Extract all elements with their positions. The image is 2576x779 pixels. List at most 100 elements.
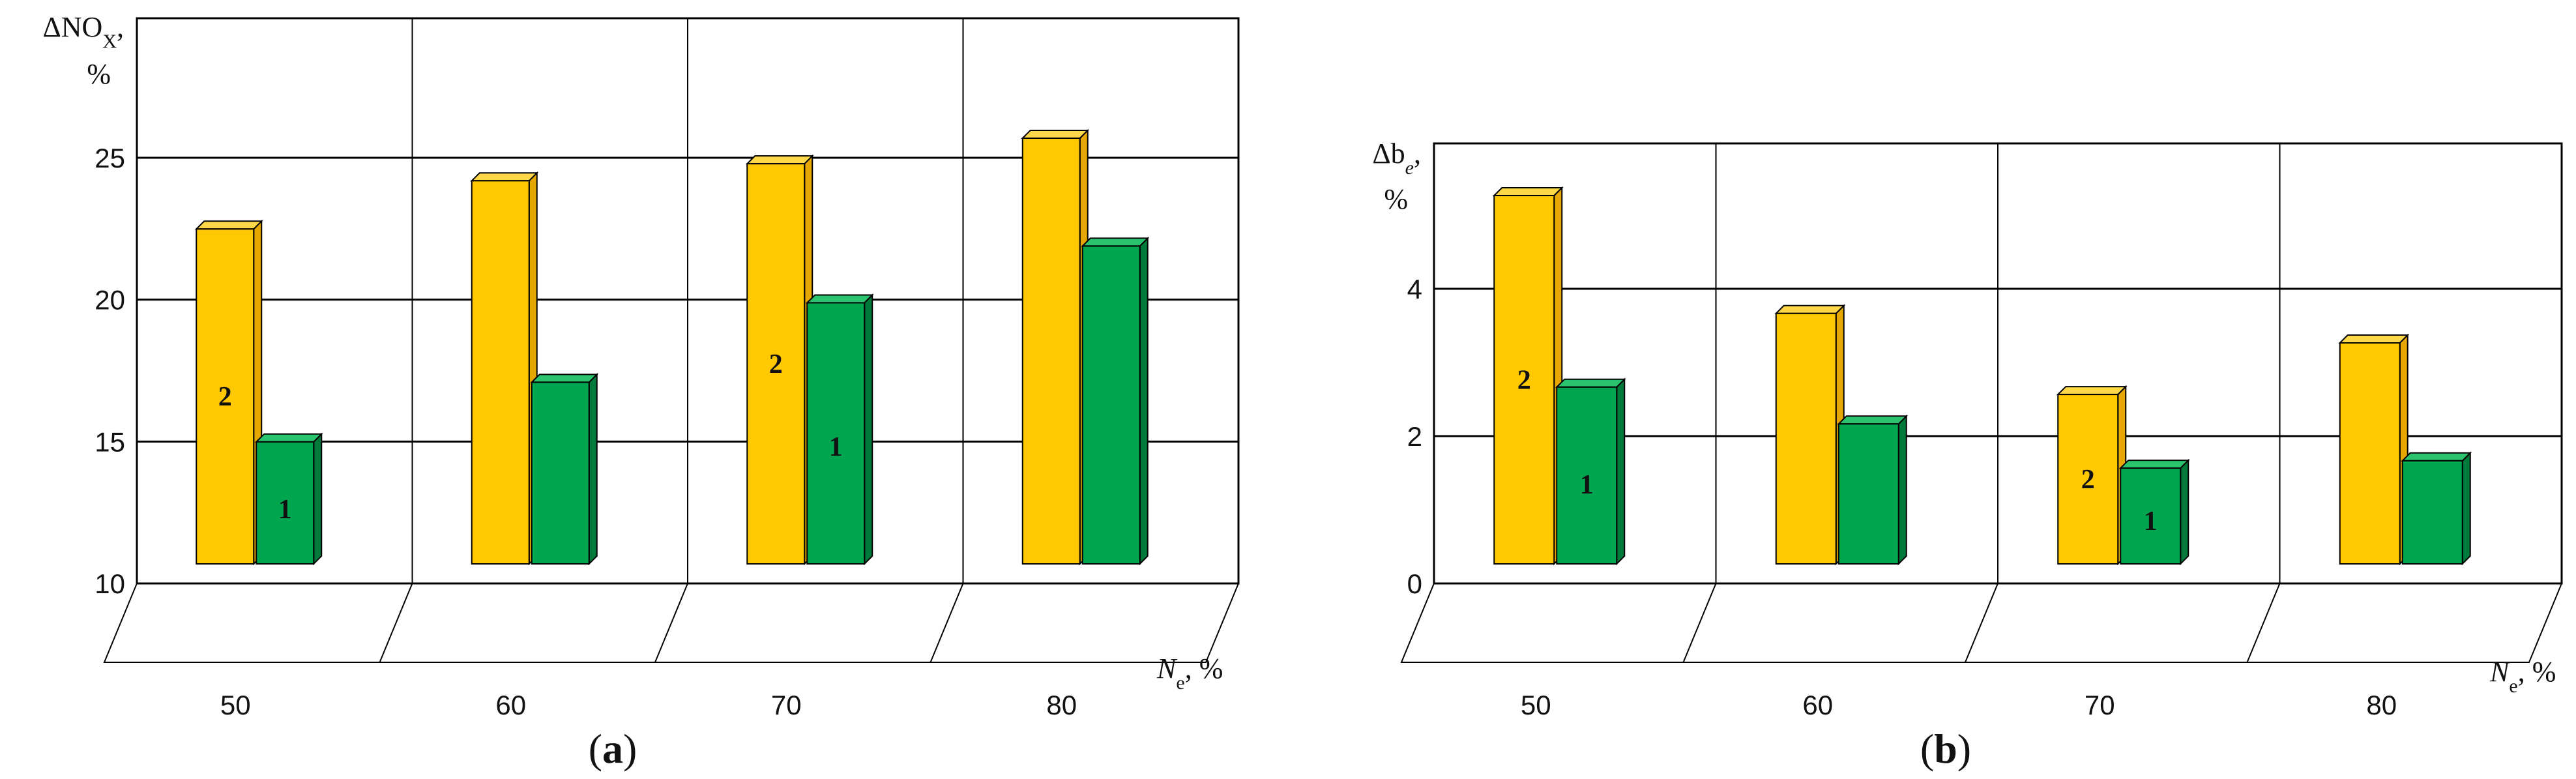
bar-front-face	[1081, 245, 1141, 565]
bar-top-face	[530, 374, 599, 383]
bar-number-label: 1	[829, 432, 843, 462]
x-tick-label: 50	[220, 690, 251, 720]
bar-number-label: 1	[1580, 470, 1594, 500]
bar-side-face	[1139, 237, 1149, 566]
y-axis-label: ΔNOX,	[42, 11, 124, 52]
y-axis-label-main: Δb	[1372, 138, 1405, 169]
bar-front-face	[1493, 195, 1555, 565]
floor-divider	[1965, 583, 1998, 663]
bar-front-face	[471, 180, 530, 565]
bar-side-face	[588, 372, 598, 566]
bar-front-face	[1837, 423, 1899, 565]
bar-top-face	[1774, 304, 1846, 314]
x-tick-label: 50	[1521, 690, 1551, 720]
x-tick-label: 60	[495, 690, 526, 720]
x-tick-label: 60	[1802, 690, 1833, 720]
bar-front-face	[2120, 467, 2182, 565]
floor-divider	[379, 583, 413, 663]
panel-caption-open-paren: (	[589, 726, 602, 772]
floor-outline	[103, 583, 1240, 663]
bar-front-face	[1556, 386, 1618, 565]
bar-front-face	[2401, 460, 2463, 565]
y-tick-label: 10	[95, 568, 125, 599]
y-tick-label: 25	[95, 143, 125, 173]
panel-caption-close-paren: )	[1957, 726, 1971, 772]
bar-number-label: 2	[218, 382, 232, 412]
y-axis-label-subscript: e	[1405, 157, 1414, 179]
bar-top-face	[1555, 378, 1626, 388]
panel-caption-close-paren: )	[623, 726, 637, 772]
bar-number-label: 2	[1517, 366, 1531, 396]
bar-front-face	[196, 228, 255, 565]
bar-1-50	[254, 432, 323, 566]
panel-caption-open-paren: (	[1920, 726, 1934, 772]
bar-side-face	[864, 293, 873, 566]
bar-2-50	[194, 219, 263, 566]
bar-top-face	[2401, 452, 2472, 462]
bar-side-face	[1616, 377, 1626, 566]
panel-caption: (b)	[1920, 726, 1971, 772]
y-tick-label: 4	[1407, 274, 1422, 304]
bar-1-60	[530, 372, 599, 566]
x-axis-label-main: N	[2489, 656, 2511, 688]
bar-2-80	[2338, 333, 2410, 566]
bar-side-face	[1897, 414, 1907, 566]
x-axis-label-subscript: e	[2509, 675, 2517, 697]
bar-number-label: 1	[2144, 507, 2158, 536]
bar-top-face	[2056, 386, 2128, 396]
bar-front-face	[2339, 342, 2401, 565]
panel-a-nox-chart: 10 15 20 25 50 60 70 80 2 1 2 1 ΔNOX,% Ne, % (a)	[42, 11, 1240, 772]
panel-caption-letter: a	[602, 726, 623, 772]
y-tick-label: 0	[1407, 568, 1422, 599]
y-tick-label: 20	[95, 285, 125, 316]
bar-front-face	[2057, 394, 2119, 565]
bar-side-face	[313, 432, 323, 566]
bar-number-label: 2	[769, 349, 783, 379]
bar-side-face	[2180, 458, 2189, 566]
bar-number-label: 2	[2081, 465, 2095, 495]
x-axis-label-unit: , %	[2518, 656, 2556, 688]
floor-outline	[1400, 583, 2563, 663]
x-axis-label-subscript: e	[1176, 672, 1184, 694]
y-axis-label-comma: ,	[1414, 138, 1421, 169]
bar-top-face	[805, 294, 874, 304]
bar-top-face	[1081, 237, 1150, 247]
x-tick-label: 70	[2085, 690, 2115, 720]
bar-front-face	[1775, 312, 1837, 565]
bar-2-70	[2056, 385, 2128, 566]
bar-1-50	[1555, 377, 1626, 566]
y-tick-label: 2	[1407, 421, 1422, 452]
x-tick-label: 80	[2366, 690, 2397, 720]
bar-top-face	[194, 220, 263, 230]
bar-front-face	[256, 441, 315, 565]
y-axis-label: Δbe,	[1372, 138, 1421, 179]
bar-1-60	[1837, 414, 1909, 566]
bar-top-face	[1492, 187, 1564, 196]
bar-2-60	[1774, 304, 1846, 566]
bar-top-face	[254, 433, 323, 443]
bar-top-face	[1021, 130, 1090, 139]
x-axis-label: Ne, %	[1156, 653, 1223, 694]
bar-top-face	[1837, 415, 1909, 425]
bar-2-60	[470, 171, 539, 566]
bar-1-80	[1081, 237, 1150, 566]
floor-divider	[654, 583, 688, 663]
y-tick-label: 15	[95, 426, 125, 457]
panel-caption-letter: b	[1934, 726, 1957, 772]
x-axis-label-main: N	[1156, 653, 1178, 684]
y-axis-unit: %	[87, 58, 111, 90]
bar-side-face	[2461, 451, 2471, 566]
bar-1-80	[2401, 451, 2472, 566]
x-axis-label-unit: , %	[1185, 653, 1223, 684]
bar-1-70	[2118, 458, 2190, 566]
bar-front-face	[746, 163, 806, 565]
bar-top-face	[470, 172, 539, 182]
x-axis-label: Ne, %	[2489, 656, 2556, 697]
bar-front-face	[531, 381, 590, 565]
y-axis-label-comma: ,	[117, 11, 124, 43]
floor-divider	[929, 583, 964, 663]
bar-top-face	[745, 155, 814, 165]
y-axis-label-subscript: X	[102, 31, 117, 52]
